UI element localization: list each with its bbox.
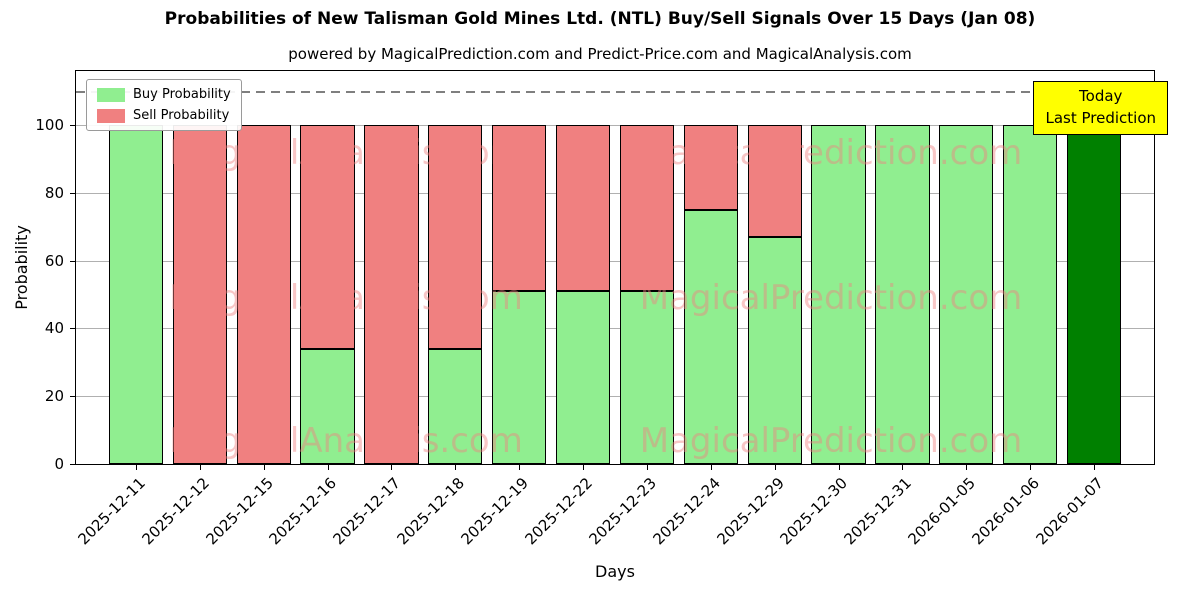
- legend-item-sell: Sell Probability: [97, 108, 231, 123]
- sell-probability-swatch: [97, 108, 125, 123]
- legend-buy-label: Buy Probability: [133, 87, 231, 102]
- buy-bar-2025-12-19: [492, 291, 547, 464]
- today-annotation: Today Last Prediction: [1033, 81, 1168, 135]
- x-tick-mark: [1094, 465, 1096, 470]
- sell-bar-2025-12-29: [747, 125, 802, 238]
- buy-bar-2025-12-23: [619, 291, 675, 464]
- x-tick-mark: [966, 465, 968, 470]
- x-tick-label-2026-01-06: 2026-01-06: [968, 474, 1043, 549]
- buy-bar-2026-01-05: [939, 125, 994, 464]
- buy-bar-2025-12-30: [811, 125, 866, 464]
- x-tick-mark: [902, 465, 904, 470]
- gridline-y-20: [76, 396, 1154, 398]
- x-tick-mark: [135, 465, 137, 470]
- gridline-y-40: [76, 328, 1154, 330]
- x-tick-label-2025-12-22: 2025-12-22: [521, 474, 596, 549]
- x-tick-label-2025-12-11: 2025-12-11: [74, 474, 149, 549]
- sell-bar-2025-12-18: [428, 125, 483, 349]
- sell-bar-2025-12-16: [300, 125, 355, 349]
- sell-bar-2025-12-15: [236, 125, 291, 464]
- today-annotation-line1: Today: [1079, 87, 1123, 105]
- sell-bar-2025-12-17: [364, 125, 419, 464]
- legend-sell-label: Sell Probability: [133, 108, 230, 123]
- x-tick-mark: [1030, 465, 1032, 470]
- x-tick-mark: [519, 465, 521, 470]
- x-tick-label-2026-01-05: 2026-01-05: [904, 474, 980, 549]
- buy-bar-2025-12-11: [108, 125, 164, 464]
- y-tick-label-0: 0: [54, 455, 64, 473]
- y-tick-label-80: 80: [44, 183, 64, 202]
- buy-bar-2025-12-22: [555, 291, 611, 464]
- y-tick-label-60: 60: [44, 251, 64, 270]
- x-tick-label-2025-12-17: 2025-12-17: [329, 474, 405, 549]
- x-tick-mark: [455, 465, 457, 470]
- buy-bar-2025-12-18: [428, 348, 483, 464]
- x-tick-label-2025-12-29: 2025-12-29: [713, 474, 788, 549]
- x-tick-label-2025-12-12: 2025-12-12: [138, 474, 213, 549]
- x-tick-label-2025-12-15: 2025-12-15: [202, 474, 277, 549]
- y-tick-mark: [70, 192, 75, 194]
- x-tick-label-2025-12-23: 2025-12-23: [585, 474, 660, 549]
- x-tick-label-2025-12-30: 2025-12-30: [776, 474, 852, 549]
- x-tick-mark: [774, 465, 776, 470]
- legend-item-buy: Buy Probability: [97, 87, 231, 102]
- x-tick-mark: [263, 465, 265, 470]
- x-tick-mark: [838, 465, 840, 470]
- x-tick-mark: [327, 465, 329, 470]
- buy-bar-2025-12-31: [875, 125, 930, 464]
- buy-bar-2025-12-24: [683, 209, 738, 464]
- buy-bar-2025-12-16: [300, 348, 355, 464]
- sell-bar-2025-12-22: [555, 125, 611, 292]
- x-tick-mark: [646, 465, 648, 470]
- legend: Buy Probability Sell Probability: [86, 79, 242, 131]
- x-tick-mark: [199, 465, 201, 470]
- x-tick-label-2025-12-16: 2025-12-16: [265, 474, 341, 549]
- buy-bar-2026-01-06: [1003, 125, 1058, 464]
- y-tick-label-40: 40: [44, 319, 64, 338]
- x-tick-label-2026-01-07: 2026-01-07: [1032, 474, 1107, 549]
- x-tick-label-2025-12-24: 2025-12-24: [649, 474, 724, 549]
- y-tick-mark: [70, 125, 75, 127]
- gridline-y-100: [76, 125, 1154, 127]
- x-tick-mark: [391, 465, 393, 470]
- y-tick-label-100: 100: [35, 116, 64, 135]
- sell-bar-2025-12-24: [683, 125, 738, 210]
- dashed-top-line: [76, 91, 1154, 94]
- chart-title: Probabilities of New Talisman Gold Mines…: [164, 9, 1036, 29]
- today-annotation-line2: Last Prediction: [1045, 108, 1156, 127]
- buy-bar-2025-12-29: [747, 237, 802, 464]
- y-tick-mark: [70, 328, 75, 330]
- sell-bar-2025-12-12: [172, 125, 227, 464]
- x-axis-label: Days: [595, 562, 635, 581]
- y-tick-mark: [70, 396, 75, 398]
- buy-probability-swatch: [97, 87, 125, 102]
- sell-bar-2025-12-19: [492, 125, 547, 292]
- x-tick-mark: [583, 465, 585, 470]
- y-tick-mark: [70, 260, 75, 262]
- sell-bar-2025-12-23: [619, 125, 675, 292]
- x-tick-label-2025-12-18: 2025-12-18: [393, 474, 469, 549]
- y-tick-mark: [70, 464, 75, 465]
- x-tick-label-2025-12-31: 2025-12-31: [840, 474, 916, 549]
- gridline-y-80: [76, 192, 1154, 194]
- buy-bar-2026-01-07: [1066, 125, 1122, 464]
- y-tick-label-20: 20: [44, 387, 64, 406]
- gridline-y-60: [76, 260, 1154, 262]
- plot-area: Buy Probability Sell Probability Today L…: [75, 70, 1168, 465]
- x-tick-label-2025-12-19: 2025-12-19: [457, 474, 532, 549]
- chart-subtitle: powered by MagicalPrediction.com and Pre…: [288, 45, 912, 63]
- x-tick-mark: [710, 465, 712, 470]
